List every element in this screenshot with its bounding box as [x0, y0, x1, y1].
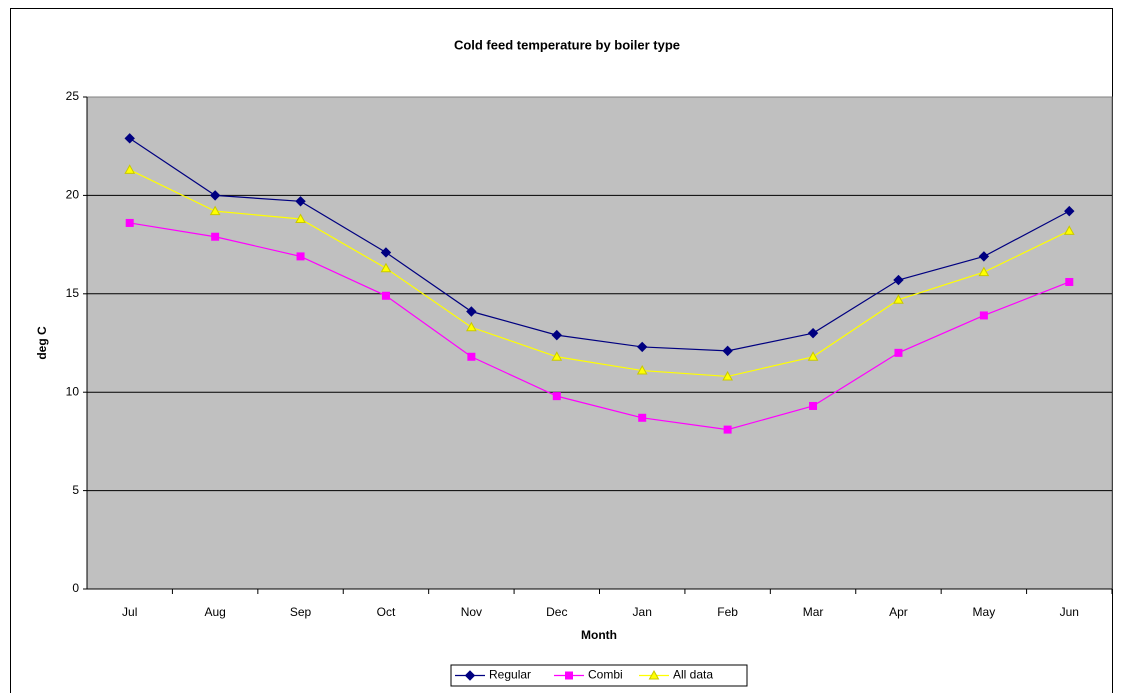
marker — [125, 218, 134, 227]
marker — [209, 190, 221, 201]
y-tick-label: 5 — [72, 483, 79, 497]
legend: Regular Combi All data — [450, 664, 748, 687]
x-tick-label: Feb — [717, 605, 738, 619]
marker — [636, 365, 648, 375]
legend-label: Regular — [489, 668, 531, 682]
marker — [893, 294, 904, 304]
legend-box — [450, 664, 748, 687]
marker — [551, 351, 563, 361]
marker — [809, 401, 818, 410]
marker — [638, 413, 647, 422]
marker — [565, 671, 573, 680]
y-tick-label: 20 — [66, 188, 80, 202]
marker — [380, 262, 392, 273]
marker — [978, 251, 990, 262]
y-axis-label: deg C — [35, 326, 49, 360]
marker — [894, 348, 903, 357]
marker — [1065, 277, 1074, 286]
legend-label: Combi — [588, 668, 623, 682]
series-line — [129, 137, 1070, 352]
marker — [1064, 205, 1075, 217]
marker — [466, 321, 477, 332]
y-tick-label: 10 — [66, 384, 80, 398]
x-tick-label: Jan — [633, 605, 652, 619]
y-tick-label: 0 — [72, 581, 79, 595]
x-axis-label: Month — [581, 628, 617, 642]
marker — [637, 341, 648, 353]
x-tick-label: Oct — [377, 605, 396, 619]
x-tick-label: Aug — [204, 605, 225, 619]
marker — [124, 164, 136, 174]
marker — [1063, 225, 1075, 235]
x-tick-label: Jul — [122, 605, 137, 619]
y-tick-label: 25 — [66, 89, 80, 103]
marker — [295, 213, 306, 224]
x-tick-label: Nov — [461, 605, 482, 619]
x-tick-label: May — [973, 605, 996, 619]
marker — [807, 327, 819, 339]
marker — [211, 232, 220, 241]
marker — [552, 392, 561, 401]
marker — [978, 266, 990, 277]
marker — [464, 670, 476, 681]
plot-area — [86, 96, 1113, 590]
marker — [893, 274, 904, 286]
x-tick-label: Mar — [803, 605, 824, 619]
marker — [723, 425, 732, 434]
marker — [551, 329, 562, 341]
marker — [381, 291, 390, 300]
y-tick-label: 15 — [66, 286, 80, 300]
marker — [124, 133, 135, 144]
marker — [722, 345, 733, 357]
marker — [979, 311, 988, 320]
marker — [295, 196, 306, 207]
marker — [380, 247, 392, 258]
marker — [467, 352, 476, 361]
x-tick-label: Apr — [889, 605, 908, 619]
marker — [466, 306, 477, 317]
x-tick-label: Dec — [546, 605, 567, 619]
series-line — [129, 169, 1070, 378]
marker — [722, 370, 733, 381]
marker — [807, 351, 819, 361]
chart-title: Cold feed temperature by boiler type — [454, 37, 680, 52]
marker — [209, 205, 221, 216]
marker — [648, 669, 660, 680]
x-tick-label: Jun — [1060, 605, 1079, 619]
marker — [296, 252, 305, 261]
legend-label: All data — [673, 668, 713, 682]
x-tick-label: Sep — [290, 605, 312, 619]
series-line — [129, 222, 1070, 431]
